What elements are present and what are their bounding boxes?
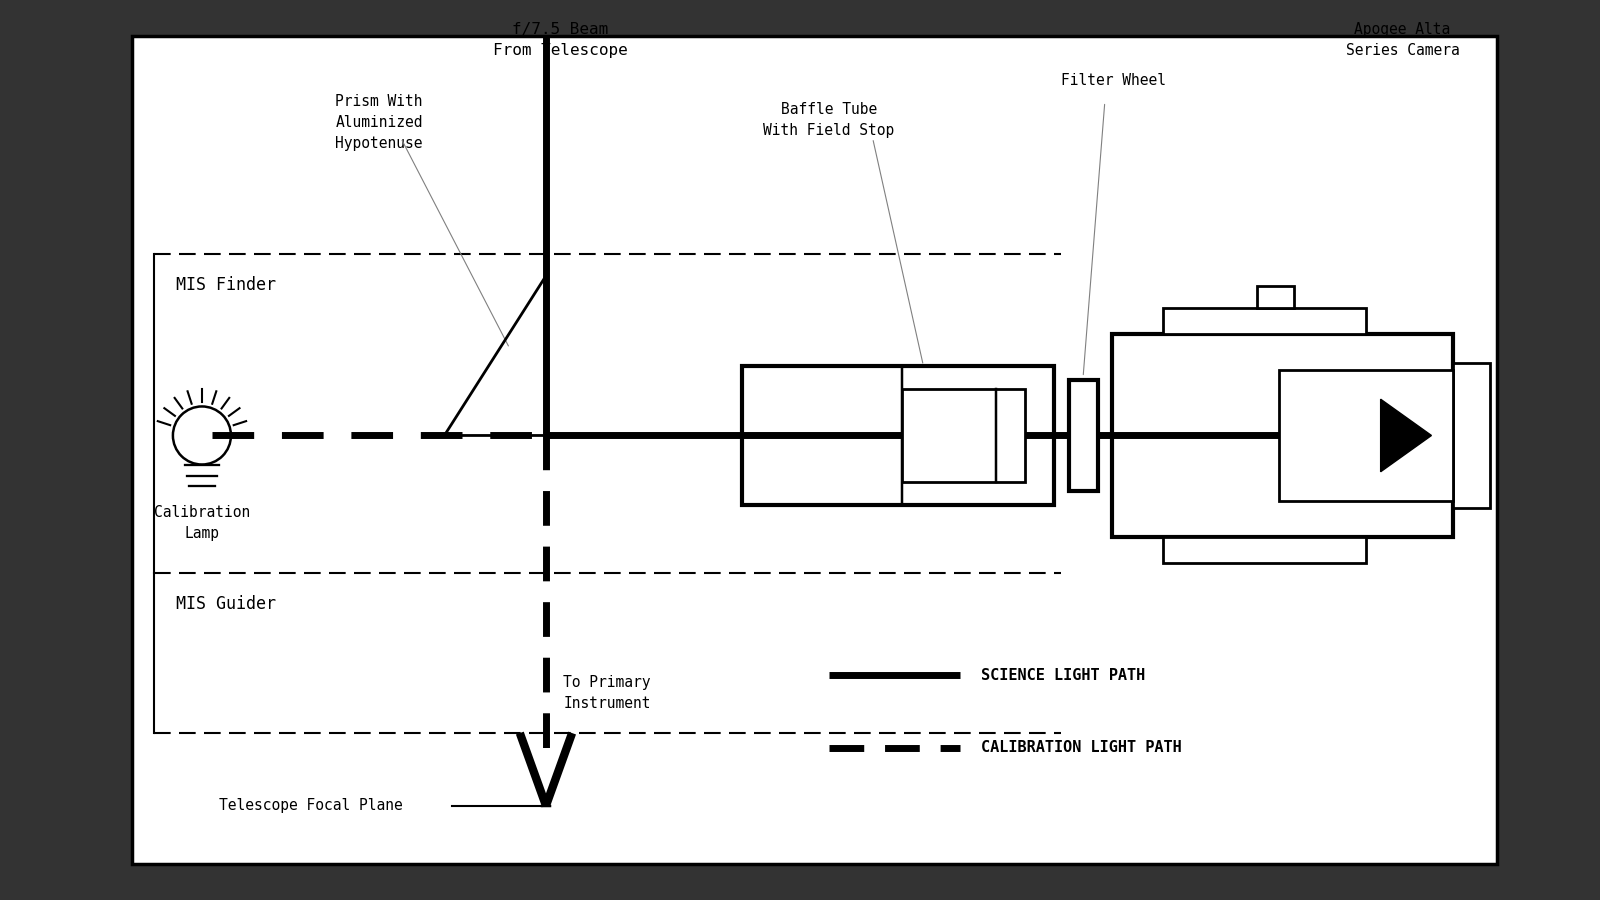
Bar — [742, 365, 1054, 505]
Text: Prism With
Aluminized
Hypotenuse: Prism With Aluminized Hypotenuse — [336, 94, 422, 151]
Text: f/7.5 Beam
From Telescope: f/7.5 Beam From Telescope — [493, 22, 627, 58]
Bar — [1069, 381, 1098, 491]
Polygon shape — [1381, 400, 1432, 472]
Text: SCIENCE LIGHT PATH: SCIENCE LIGHT PATH — [981, 668, 1146, 682]
Bar — [1258, 286, 1293, 308]
Bar — [133, 36, 1496, 864]
Text: CALIBRATION LIGHT PATH: CALIBRATION LIGHT PATH — [981, 740, 1182, 755]
Bar — [1453, 363, 1490, 508]
Text: Apogee Alta
Series Camera: Apogee Alta Series Camera — [1346, 22, 1459, 58]
Text: Filter Wheel: Filter Wheel — [1061, 73, 1166, 87]
Bar — [902, 389, 1026, 482]
Text: Baffle Tube
With Field Stop: Baffle Tube With Field Stop — [763, 102, 894, 138]
Text: To Primary
Instrument: To Primary Instrument — [563, 675, 651, 711]
Text: Calibration
Lamp: Calibration Lamp — [154, 505, 250, 541]
Text: Telescope Focal Plane: Telescope Focal Plane — [219, 798, 403, 813]
Text: MIS Guider: MIS Guider — [176, 595, 275, 613]
Bar — [1278, 370, 1453, 500]
Text: MIS Finder: MIS Finder — [176, 275, 275, 293]
Bar — [1112, 334, 1453, 537]
Bar — [1163, 537, 1366, 563]
Bar — [1163, 308, 1366, 334]
